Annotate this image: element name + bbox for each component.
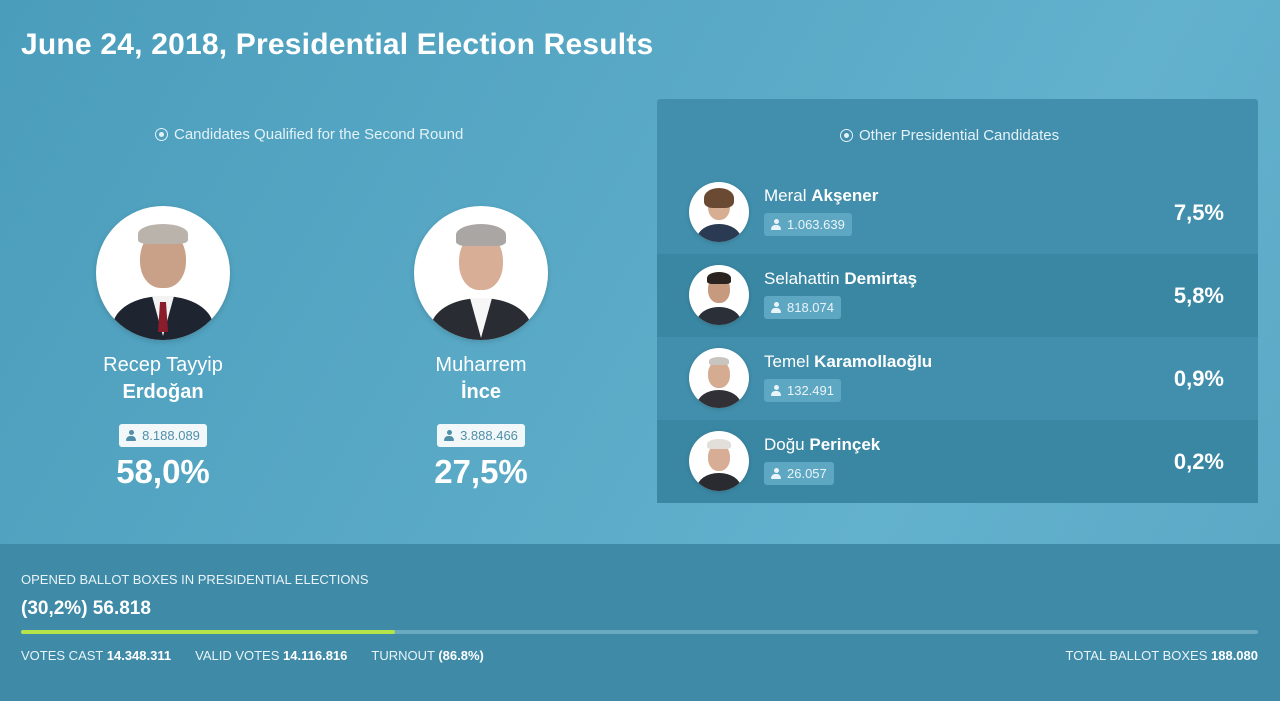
target-icon (155, 128, 168, 141)
vote-count-badge: 818.074 (764, 296, 841, 319)
vote-count: 8.188.089 (142, 428, 200, 443)
other-candidate-row[interactable]: Meral Akşener 1.063.639 7,5% (657, 171, 1258, 254)
vote-count: 818.074 (787, 300, 834, 315)
vote-count: 1.063.639 (787, 217, 845, 232)
vote-count-badge: 8.188.089 (119, 424, 207, 447)
ballot-boxes-value: (30,2%) 56.818 (21, 598, 151, 619)
page-title: June 24, 2018, Presidential Election Res… (21, 28, 654, 61)
candidate-last-name: İnce (460, 381, 502, 403)
vote-count-badge: 26.057 (764, 462, 834, 485)
ballot-boxes-label: OPENED BALLOT BOXES IN PRESIDENTIAL ELEC… (21, 572, 369, 587)
candidate-name: Temel Karamollaoğlu (764, 352, 933, 371)
candidate-name: Selahattin Demirtaş (764, 269, 918, 288)
candidate-avatar (689, 431, 749, 491)
ballot-progress-fill (21, 630, 395, 634)
candidate-first-name: Muharrem (435, 354, 527, 376)
total-ballot-boxes: TOTAL BALLOT BOXES 188.080 (1065, 648, 1258, 663)
candidate-avatar (689, 348, 749, 408)
second-round-heading-text: Candidates Qualified for the Second Roun… (174, 126, 464, 143)
candidate-percent: 0,9% (1173, 366, 1224, 391)
votes-cast-stat: VOTES CAST 14.348.311 (21, 648, 172, 663)
other-candidates-heading: Other Presidential Candidates (840, 127, 1059, 144)
vote-count: 3.888.466 (460, 428, 518, 443)
candidate-card-erdogan[interactable]: Recep Tayyip Erdoğan 8.188.089 58,0% (43, 206, 283, 491)
candidate-name: Doğu Perinçek (764, 435, 881, 454)
person-icon (771, 385, 781, 396)
other-candidates-panel: Other Presidential Candidates Meral Akşe… (657, 99, 1258, 503)
turnout-stat: TURNOUT (86.8%) (371, 648, 484, 663)
valid-votes-stat: VALID VOTES 14.116.816 (195, 648, 348, 663)
vote-count: 26.057 (787, 466, 827, 481)
other-candidate-row[interactable]: Selahattin Demirtaş 818.074 5,8% (657, 254, 1258, 337)
person-icon (126, 430, 137, 441)
candidate-percent: 27,5% (434, 453, 528, 490)
person-icon (771, 468, 781, 479)
person-icon (444, 430, 455, 441)
candidate-percent: 0,2% (1173, 449, 1224, 474)
other-candidate-row[interactable]: Doğu Perinçek 26.057 0,2% (657, 420, 1258, 503)
person-icon (771, 219, 781, 230)
person-icon (771, 302, 781, 313)
candidate-avatar (96, 206, 230, 340)
target-icon (840, 129, 853, 142)
vote-count: 132.491 (787, 383, 834, 398)
vote-count-badge: 3.888.466 (437, 424, 525, 447)
ballot-progress-bar (21, 630, 1258, 634)
other-candidates-heading-text: Other Presidential Candidates (859, 127, 1060, 144)
candidate-percent: 7,5% (1173, 200, 1224, 225)
candidate-percent: 58,0% (116, 453, 210, 490)
vote-stats: VOTES CAST 14.348.311 VALID VOTES 14.116… (21, 648, 484, 663)
other-candidate-row[interactable]: Temel Karamollaoğlu 132.491 0,9% (657, 337, 1258, 420)
second-round-heading: Candidates Qualified for the Second Roun… (155, 126, 463, 143)
vote-count-badge: 132.491 (764, 379, 841, 402)
candidate-first-name: Recep Tayyip (103, 354, 223, 376)
candidate-avatar (689, 265, 749, 325)
candidate-avatar (689, 182, 749, 242)
candidate-name: Meral Akşener (764, 186, 879, 205)
vote-count-badge: 1.063.639 (764, 213, 852, 236)
candidate-avatar (414, 206, 548, 340)
candidate-last-name: Erdoğan (122, 381, 204, 403)
candidate-percent: 5,8% (1173, 283, 1224, 308)
candidate-card-ince[interactable]: Muharrem İnce 3.888.466 27,5% (361, 206, 601, 491)
ballot-footer: OPENED BALLOT BOXES IN PRESIDENTIAL ELEC… (0, 544, 1280, 701)
